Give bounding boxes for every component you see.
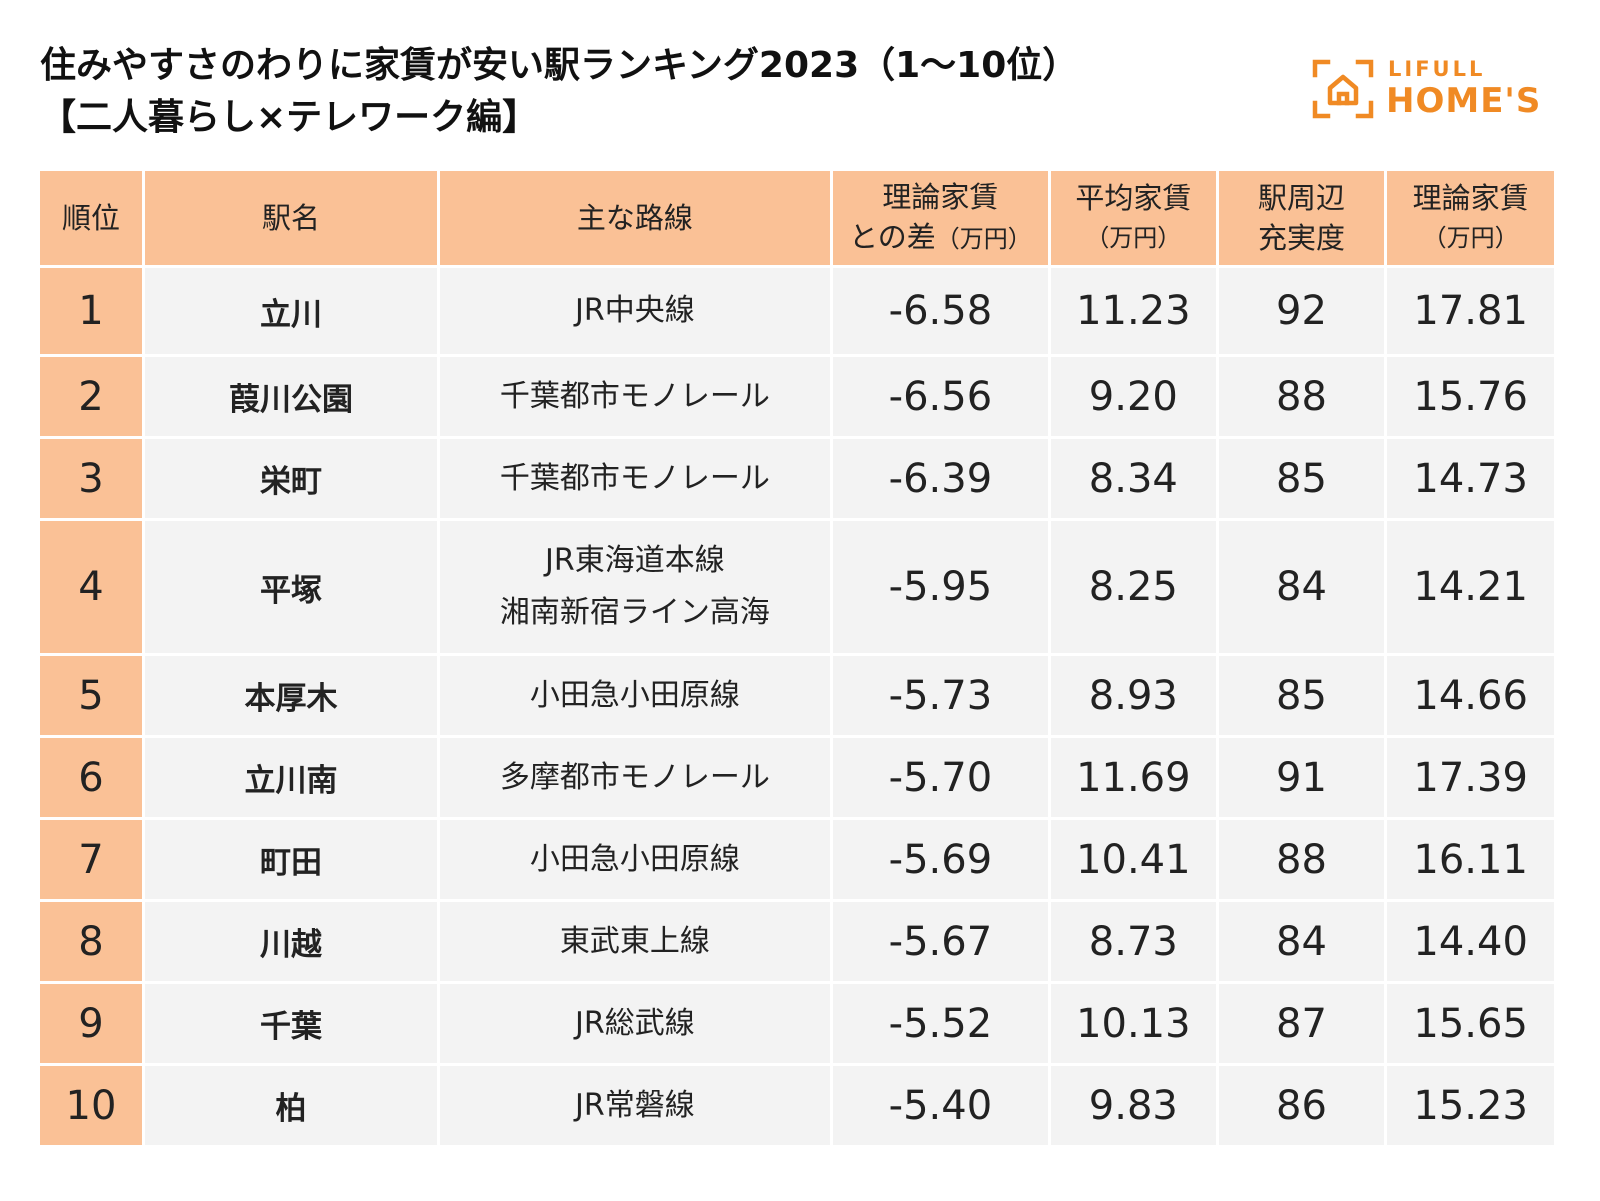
station-cell: 千葉 [145,984,437,1063]
header-station: 駅名 [145,171,437,265]
diff-cell: -5.95 [832,521,1048,653]
station-cell: 立川 [145,268,437,354]
table-row: 8 川越 東武東上線 -5.67 8.73 84 14.40 [40,902,1554,981]
line-cell: 小田急小田原線 [439,656,830,735]
fullness-cell: 88 [1218,357,1385,436]
header-avg-rent: 平均家賃 （万円） [1051,171,1216,265]
rank-cell: 4 [40,521,143,653]
rank-cell: 5 [40,656,143,735]
avg-rent-cell: 9.83 [1051,1066,1216,1145]
diff-cell: -6.58 [832,268,1048,354]
diff-cell: -6.56 [832,357,1048,436]
table-row: 1 立川 JR中央線 -6.58 11.23 92 17.81 [40,268,1554,354]
header-theory-rent: 理論家賃 （万円） [1387,171,1554,265]
diff-cell: -5.70 [832,738,1048,817]
header-line: 主な路線 [439,171,830,265]
rank-cell: 8 [40,902,143,981]
avg-rent-cell: 8.73 [1051,902,1216,981]
station-cell: 立川南 [145,738,437,817]
avg-rent-cell: 10.41 [1051,820,1216,899]
station-cell: 川越 [145,902,437,981]
theory-rent-cell: 14.40 [1387,902,1554,981]
theory-rent-cell: 16.11 [1387,820,1554,899]
rank-cell: 1 [40,268,143,354]
fullness-cell: 85 [1218,439,1385,518]
fullness-cell: 88 [1218,820,1385,899]
fullness-cell: 92 [1218,268,1385,354]
theory-rent-cell: 14.66 [1387,656,1554,735]
title-line-1: 住みやすさのわりに家賃が安い駅ランキング2023（1〜10位） [40,45,1079,86]
header-diff: 理論家賃 との差（万円） [832,171,1048,265]
avg-rent-cell: 8.25 [1051,521,1216,653]
table-row: 4 平塚 JR東海道本線 湘南新宿ライン高海 -5.95 8.25 84 14.… [40,521,1554,653]
line-cell: JR常磐線 [439,1066,830,1145]
fullness-cell: 84 [1218,902,1385,981]
rank-cell: 10 [40,1066,143,1145]
house-icon [1312,59,1374,119]
table-header-row: 順位 駅名 主な路線 理論家賃 との差（万円） 平均家賃 （万円） 駅周辺 充実… [40,171,1554,265]
rank-cell: 6 [40,738,143,817]
fullness-cell: 91 [1218,738,1385,817]
diff-cell: -5.67 [832,902,1048,981]
avg-rent-cell: 11.23 [1051,268,1216,354]
station-cell: 葭川公園 [145,357,437,436]
fullness-cell: 84 [1218,521,1385,653]
diff-cell: -6.39 [832,439,1048,518]
ranking-table: 順位 駅名 主な路線 理論家賃 との差（万円） 平均家賃 （万円） 駅周辺 充実… [37,168,1557,1148]
theory-rent-cell: 15.76 [1387,357,1554,436]
avg-rent-cell: 8.34 [1051,439,1216,518]
station-cell: 柏 [145,1066,437,1145]
diff-cell: -5.69 [832,820,1048,899]
avg-rent-cell: 8.93 [1051,656,1216,735]
line-cell: JR東海道本線 湘南新宿ライン高海 [439,521,830,653]
diff-cell: -5.73 [832,656,1048,735]
fullness-cell: 86 [1218,1066,1385,1145]
table-row: 2 葭川公園 千葉都市モノレール -6.56 9.20 88 15.76 [40,357,1554,436]
table-row: 6 立川南 多摩都市モノレール -5.70 11.69 91 17.39 [40,738,1554,817]
table-row: 5 本厚木 小田急小田原線 -5.73 8.93 85 14.66 [40,656,1554,735]
logo-bottom-text: HOME'S [1386,81,1542,121]
station-cell: 平塚 [145,521,437,653]
theory-rent-cell: 17.39 [1387,738,1554,817]
rank-cell: 2 [40,357,143,436]
fullness-cell: 85 [1218,656,1385,735]
diff-cell: -5.52 [832,984,1048,1063]
logo-top-text: LIFULL [1388,57,1486,81]
diff-cell: -5.40 [832,1066,1048,1145]
header-rank: 順位 [40,171,143,265]
line-cell: 多摩都市モノレール [439,738,830,817]
rank-cell: 3 [40,439,143,518]
line-cell: JR中央線 [439,268,830,354]
theory-rent-cell: 15.65 [1387,984,1554,1063]
line-cell: 千葉都市モノレール [439,439,830,518]
avg-rent-cell: 10.13 [1051,984,1216,1063]
station-cell: 町田 [145,820,437,899]
line-cell: 千葉都市モノレール [439,357,830,436]
station-cell: 本厚木 [145,656,437,735]
station-cell: 栄町 [145,439,437,518]
theory-rent-cell: 14.73 [1387,439,1554,518]
table-row: 9 千葉 JR総武線 -5.52 10.13 87 15.65 [40,984,1554,1063]
title-line-2: 【二人暮らし×テレワーク編】 [40,97,539,138]
table-row: 3 栄町 千葉都市モノレール -6.39 8.34 85 14.73 [40,439,1554,518]
page-title: 住みやすさのわりに家賃が安い駅ランキング2023（1〜10位） 【二人暮らし×テ… [40,40,1078,144]
avg-rent-cell: 9.20 [1051,357,1216,436]
table-row: 10 柏 JR常磐線 -5.40 9.83 86 15.23 [40,1066,1554,1145]
rank-cell: 7 [40,820,143,899]
table-row: 7 町田 小田急小田原線 -5.69 10.41 88 16.11 [40,820,1554,899]
line-cell: 小田急小田原線 [439,820,830,899]
theory-rent-cell: 15.23 [1387,1066,1554,1145]
line-cell: 東武東上線 [439,902,830,981]
lifull-homes-logo: LIFULL HOME'S [1312,55,1562,125]
header-fullness: 駅周辺 充実度 [1218,171,1385,265]
rank-cell: 9 [40,984,143,1063]
avg-rent-cell: 11.69 [1051,738,1216,817]
theory-rent-cell: 17.81 [1387,268,1554,354]
line-cell: JR総武線 [439,984,830,1063]
fullness-cell: 87 [1218,984,1385,1063]
theory-rent-cell: 14.21 [1387,521,1554,653]
